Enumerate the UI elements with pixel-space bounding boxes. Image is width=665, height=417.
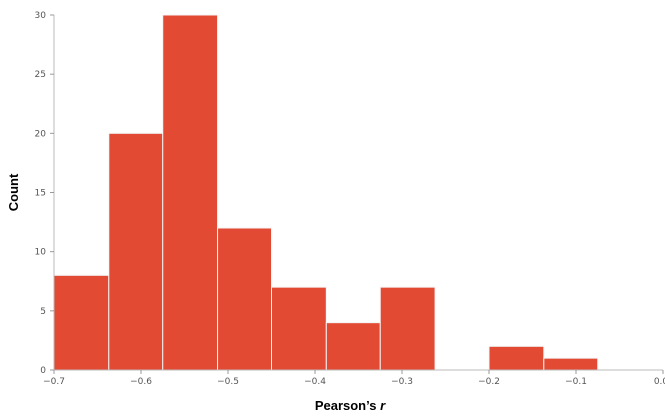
histogram-bar-3 — [217, 227, 272, 371]
histogram-bar-2 — [162, 14, 219, 371]
y-tick-label: 20 — [35, 129, 47, 139]
x-tick-label: −0.2 — [478, 377, 500, 387]
x-axis-title-main: Pearson’s — [315, 398, 377, 413]
y-ticks-group: 0 5 10 15 20 25 30 — [35, 11, 54, 376]
x-tick-label: −0.4 — [304, 377, 326, 387]
histogram-bar-0 — [53, 274, 110, 371]
histogram-bar-4 — [271, 286, 327, 371]
x-axis-title-italic: r — [380, 398, 386, 413]
y-tick-label: 5 — [40, 307, 46, 317]
histogram-bar-9 — [543, 357, 599, 371]
x-tick-label: −0.1 — [565, 377, 587, 387]
y-tick-label: 0 — [40, 366, 46, 376]
histogram-bar-8 — [488, 345, 545, 371]
x-tick-label: −0.5 — [217, 377, 239, 387]
bars-group — [53, 14, 599, 371]
x-ticks-group: −0.7 −0.6 −0.5 −0.4 −0.3 −0.2 −0.1 0.0 — [43, 370, 665, 387]
x-tick-label: −0.3 — [391, 377, 413, 387]
x-axis-title: Pearson’s r — [315, 398, 386, 413]
y-tick-label: 15 — [35, 189, 46, 199]
y-tick-label: 25 — [35, 70, 46, 80]
y-axis-title: Count — [6, 173, 21, 211]
x-tick-label: −0.6 — [130, 377, 152, 387]
x-tick-label: 0.0 — [654, 377, 665, 387]
histogram-bar-1 — [108, 132, 164, 371]
histogram-bar-6 — [379, 286, 436, 371]
y-tick-label: 30 — [35, 11, 47, 21]
histogram-bar-5 — [325, 322, 381, 371]
x-tick-label: −0.7 — [43, 377, 65, 387]
y-tick-label: 10 — [35, 248, 47, 258]
